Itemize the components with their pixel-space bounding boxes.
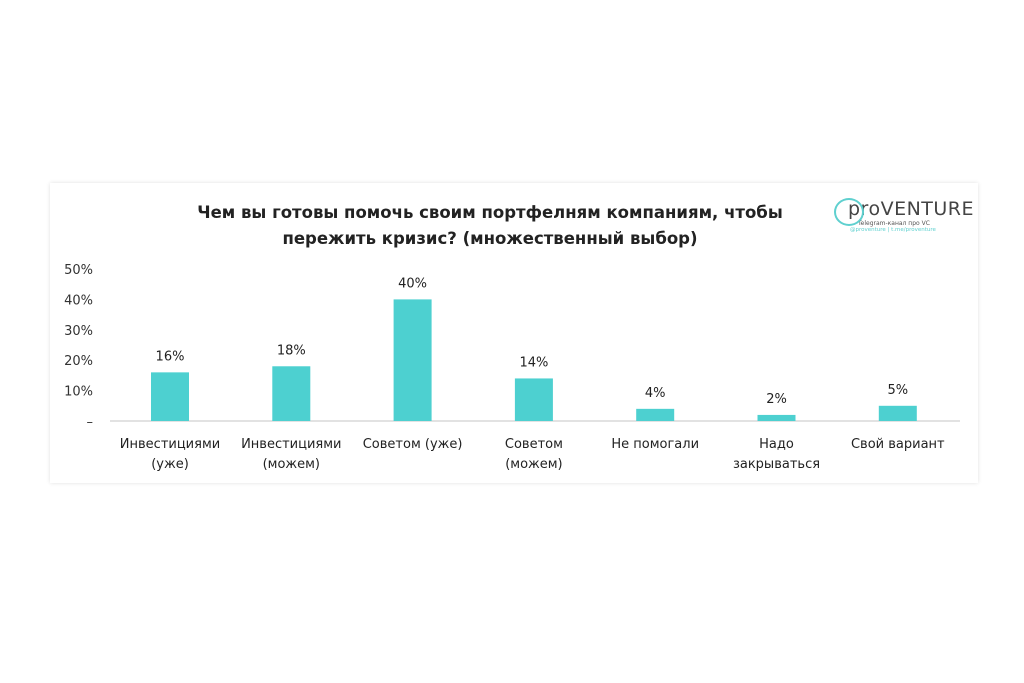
x-tick-label: Советом [505,437,563,452]
y-tick-label: 20% [64,354,93,369]
logo-name: proVENTURE [848,198,975,220]
x-tick-label: Советом (уже) [363,437,463,452]
bar [514,378,553,421]
y-tick-label: 30% [64,324,93,339]
data-label: 40% [398,276,427,291]
x-tick-label: закрываться [733,457,820,472]
x-tick-label: (можем) [505,457,562,472]
bar [393,299,432,421]
x-tick-label: (уже) [151,457,189,472]
x-tick-label: Инвестициями [120,437,220,452]
bar [636,408,675,421]
data-label: 2% [766,392,787,407]
data-label: 18% [277,343,306,358]
x-tick-label: Надо [759,437,794,452]
x-tick-label: Свой вариант [851,437,945,452]
x-tick-label: (можем) [263,457,320,472]
y-tick-label: – [87,415,94,430]
data-label: 4% [645,386,666,401]
bar [878,405,917,421]
chart-title: Чем вы готовы помочь своим портфелням ко… [197,203,783,248]
data-label: 5% [887,383,908,398]
logo-subtitle: Telegram-канал про VC [858,220,930,227]
bar [757,414,796,421]
logo-ring-icon [834,198,864,226]
logo-handle: @proventure | t.me/proventure [850,227,936,233]
data-label: 14% [519,355,548,370]
x-tick-label: Инвестициями [241,437,341,452]
x-tick-label: Не помогали [611,437,699,452]
y-tick-label: 50% [64,263,93,278]
bar [272,366,311,421]
proventure-logo: proVENTURE Telegram-канал про VC @proven… [834,198,976,233]
bar [151,372,189,421]
y-tick-label: 40% [64,293,93,308]
chart-card [50,183,978,483]
data-label: 16% [156,349,185,364]
y-tick-label: 10% [64,385,93,400]
